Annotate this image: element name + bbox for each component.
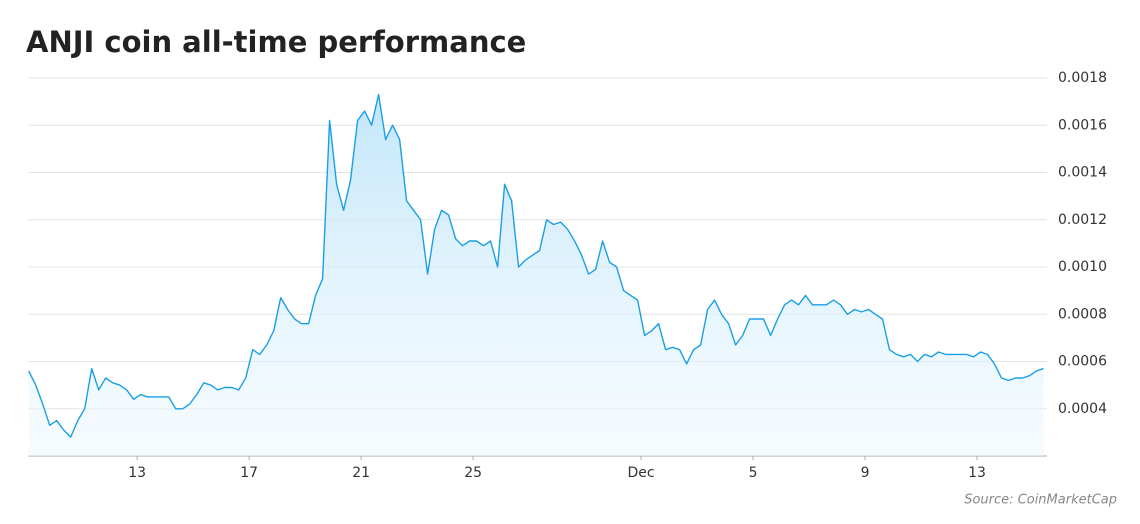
x-tick-label: 9 xyxy=(861,465,870,481)
y-tick-label: 0.0004 xyxy=(1058,401,1107,417)
chart-title: ANJI coin all-time performance xyxy=(26,25,526,59)
x-tick-label: 25 xyxy=(464,465,482,481)
y-tick-label: 0.0016 xyxy=(1058,117,1107,133)
x-tick-label: 13 xyxy=(968,465,986,481)
y-tick-label: 0.0018 xyxy=(1058,70,1107,86)
x-tick-label: 13 xyxy=(128,465,146,481)
price-line xyxy=(28,93,1044,438)
y-tick-label: 0.0010 xyxy=(1058,259,1107,275)
x-tick-label: 21 xyxy=(352,465,370,481)
y-tick-label: 0.0006 xyxy=(1058,354,1107,370)
source-note: Source: CoinMarketCap xyxy=(964,493,1117,508)
x-tick-label: 17 xyxy=(240,465,258,481)
x-tick-label: Dec xyxy=(628,465,655,481)
y-tick-label: 0.0014 xyxy=(1058,165,1107,181)
y-tick-label: 0.0012 xyxy=(1058,212,1107,228)
x-tick-label: 5 xyxy=(749,465,758,481)
area xyxy=(28,94,1044,456)
y-tick-label: 0.0008 xyxy=(1058,306,1107,322)
